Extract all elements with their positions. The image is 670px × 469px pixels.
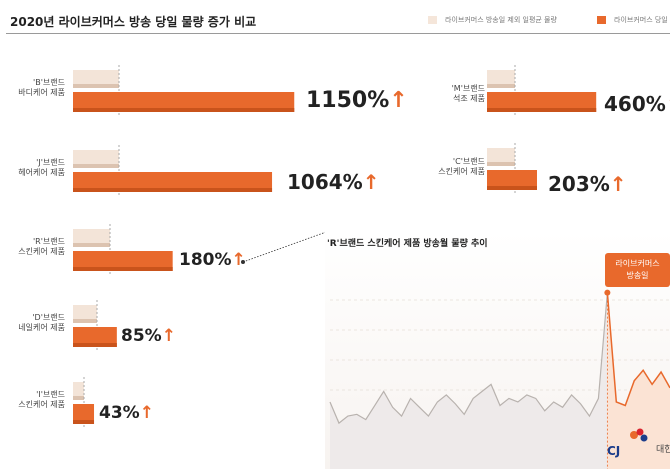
live-bar — [487, 170, 537, 190]
live-bar-edge — [73, 188, 273, 192]
value-m: 460%↑ — [604, 92, 670, 116]
legend-swatch-baseline — [428, 16, 437, 24]
page-title: 2020년 라이브커머스 방송 당일 물량 증가 비교 — [10, 15, 257, 29]
live-bar-edge — [73, 267, 173, 271]
product-c: 스킨케어 제품 — [438, 167, 485, 176]
value-r: 180%↑ — [179, 250, 246, 270]
product-i: 스킨케어 제품 — [18, 400, 65, 409]
baseline-bar-edge — [73, 164, 119, 168]
bar-group-5 — [487, 65, 597, 115]
inset-line-post — [606, 292, 670, 407]
logo-text: 대한통운 — [656, 445, 670, 455]
baseline-bar-edge — [73, 319, 97, 323]
live-bar — [73, 251, 173, 271]
arrow-up-icon: ↑ — [161, 326, 176, 346]
bar-group-0 — [73, 65, 295, 115]
arrow-up-icon: ↑ — [609, 172, 627, 196]
legend-label-baseline: 라이브커머스 방송일 제외 일평균 물량 — [445, 16, 557, 24]
product-r: 스킨케어 제품 — [18, 247, 65, 256]
inset-line-pre — [329, 292, 608, 425]
product-m: 석조 제품 — [453, 94, 485, 103]
peak-callout: 라이브커머스 방송일 — [605, 253, 670, 287]
value-b: 1150%↑ — [306, 88, 408, 113]
legend-live: 라이브커머스 당일 — [597, 15, 668, 25]
live-bar — [73, 172, 273, 192]
baseline-bar — [73, 382, 84, 400]
bar-group-4 — [73, 377, 95, 427]
baseline-bar — [73, 305, 97, 323]
live-bar-edge — [73, 343, 117, 347]
bar-label-b: 'B'브랜드 바디케어 제품 — [0, 78, 65, 98]
bar-label-m: 'M'브랜드 석조 제품 — [405, 84, 485, 104]
value-d: 85%↑ — [121, 326, 176, 346]
bar-group-6 — [487, 143, 537, 193]
arrow-up-icon: ↑ — [362, 170, 380, 194]
value-i: 43%↑ — [99, 403, 154, 423]
inset-area-pre — [330, 292, 608, 469]
cj-logo-icon — [630, 428, 648, 442]
brand-r: 'R'브랜드 — [32, 237, 65, 246]
baseline-bar-edge — [487, 84, 515, 88]
brand-b: 'B'브랜드 — [33, 78, 65, 87]
brand-j: 'J'브랜드 — [36, 158, 65, 167]
live-bar — [73, 404, 95, 424]
bar-label-i: 'I'브랜드 스킨케어 제품 — [0, 390, 65, 410]
arrow-up-icon: ↑ — [231, 250, 246, 270]
live-bar-edge — [487, 108, 597, 112]
title-divider — [6, 33, 670, 34]
logo-mark: CJ — [607, 444, 621, 458]
baseline-bar — [73, 70, 119, 88]
legend-label-live: 라이브커머스 당일 — [614, 16, 668, 24]
bar-label-d: 'D'브랜드 네일케어 제품 — [0, 313, 65, 333]
bar-label-c: 'C'브랜드 스킨케어 제품 — [405, 157, 485, 177]
product-b: 바디케어 제품 — [18, 88, 65, 97]
value-c: 203%↑ — [548, 172, 627, 196]
legend-swatch-live — [597, 16, 606, 24]
baseline-bar — [73, 229, 110, 247]
bar-group-2 — [73, 224, 173, 274]
live-bar — [487, 92, 597, 112]
arrow-up-icon: ↑ — [666, 92, 670, 116]
baseline-bar-edge — [73, 243, 110, 247]
bar-group-1 — [73, 145, 273, 195]
baseline-bar-edge — [73, 396, 84, 400]
value-j: 1064%↑ — [287, 170, 380, 194]
bar-group-3 — [73, 300, 117, 350]
live-bar — [73, 327, 117, 347]
product-d: 네일케어 제품 — [18, 323, 65, 332]
inset-area-post — [607, 292, 670, 469]
peak-marker — [604, 289, 611, 296]
brand-i: 'I'브랜드 — [36, 390, 65, 399]
legend-baseline: 라이브커머스 방송일 제외 일평균 물량 — [428, 15, 557, 25]
live-bar-edge — [487, 186, 537, 190]
arrow-up-icon: ↑ — [139, 403, 154, 423]
live-bar — [73, 92, 295, 112]
baseline-bar — [487, 70, 515, 88]
live-bar-edge — [73, 108, 295, 112]
baseline-bar — [487, 148, 515, 166]
baseline-bar-edge — [487, 162, 515, 166]
bar-label-r: 'R'브랜드 스킨케어 제품 — [0, 237, 65, 257]
arrow-up-icon: ↑ — [389, 88, 408, 113]
baseline-bar — [73, 150, 119, 168]
inset-title: 'R'브랜드 스킨케어 제품 방송월 물량 추이 — [327, 239, 488, 249]
brand-m: 'M'브랜드 — [451, 84, 485, 93]
product-j: 헤어케어 제품 — [18, 168, 65, 177]
live-bar-edge — [73, 420, 95, 424]
bar-label-j: 'J'브랜드 헤어케어 제품 — [0, 158, 65, 178]
brand-c: 'C'브랜드 — [452, 157, 485, 166]
baseline-bar-edge — [73, 84, 119, 88]
brand-d: 'D'브랜드 — [32, 313, 65, 322]
